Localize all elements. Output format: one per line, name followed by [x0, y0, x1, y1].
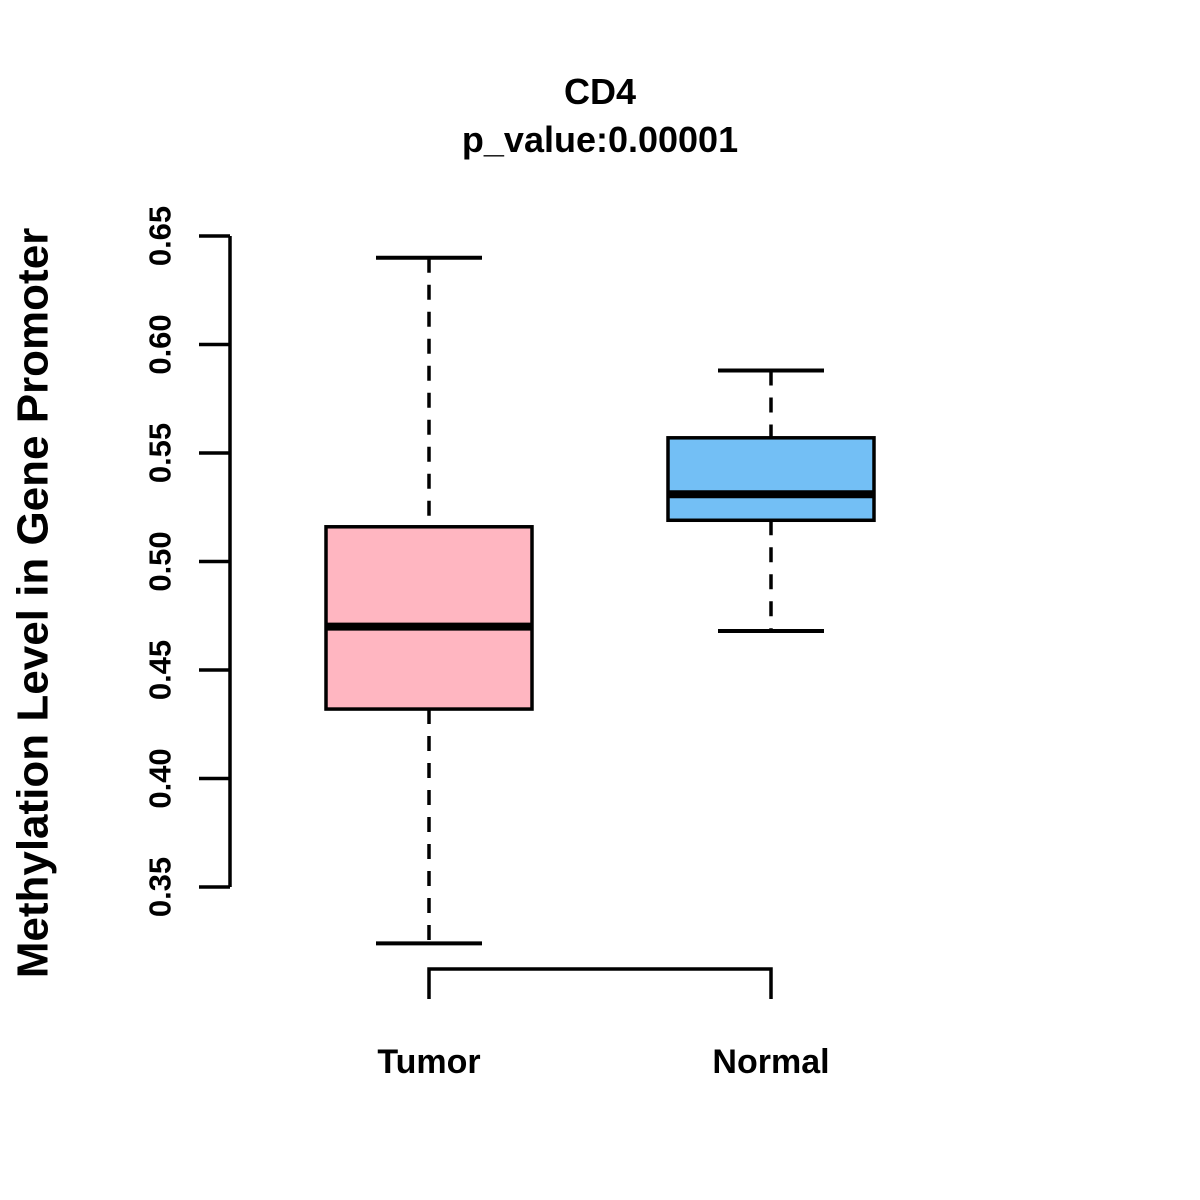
- y-axis-title: Methylation Level in Gene Promoter: [9, 228, 58, 979]
- y-tick-label: 0.65: [143, 206, 178, 266]
- y-tick-label: 0.55: [143, 423, 178, 483]
- y-tick-label: 0.35: [143, 857, 178, 917]
- x-axis: Tumor Normal: [377, 967, 830, 1081]
- x-category-label-normal: Normal: [712, 1043, 829, 1081]
- tumor-box: [324, 525, 534, 711]
- y-tick-label: 0.60: [143, 314, 178, 374]
- y-tick-label: 0.50: [143, 531, 178, 591]
- y-axis: 0.35 0.40 0.45 0.50 0.55 0.60 0.65: [143, 206, 232, 917]
- x-category-label-tumor: Tumor: [377, 1043, 480, 1081]
- chart-subtitle: p_value:0.00001: [462, 119, 738, 160]
- x-axis-bracket: [427, 967, 773, 999]
- chart-title: CD4: [564, 71, 636, 112]
- normal-box: [666, 436, 876, 523]
- y-tick-label: 0.45: [143, 640, 178, 700]
- boxes: [324, 255, 876, 946]
- y-tick-label: 0.40: [143, 748, 178, 808]
